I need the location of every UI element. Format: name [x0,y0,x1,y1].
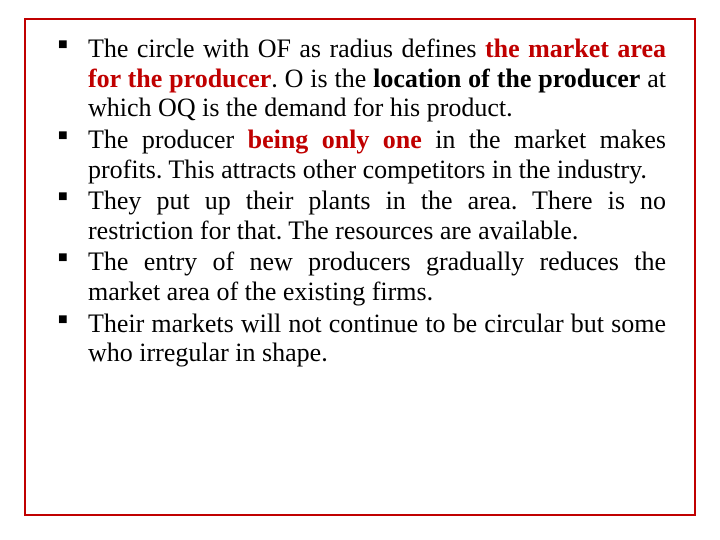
bullet-item-3: The entry of new producers gradually red… [88,247,666,306]
text-run: being only one [248,125,422,154]
text-run: They put up their plants in the area. Th… [88,186,666,245]
bullet-item-2: They put up their plants in the area. Th… [88,186,666,245]
bullet-item-4: Their markets will not continue to be ci… [88,309,666,368]
text-run: Their markets will not continue to be ci… [88,309,666,368]
content-frame: The circle with OF as radius defines the… [24,18,696,516]
slide: The circle with OF as radius defines the… [0,0,720,540]
text-run: The circle with OF as radius defines [88,34,485,63]
text-run: The producer [88,125,248,154]
bullet-item-0: The circle with OF as radius defines the… [88,34,666,123]
text-run: location of the producer [373,64,640,93]
bullet-list: The circle with OF as radius defines the… [54,34,666,368]
text-run: The entry of new producers gradually red… [88,247,666,306]
bullet-item-1: The producer being only one in the marke… [88,125,666,184]
text-run: . O is the [271,64,373,93]
